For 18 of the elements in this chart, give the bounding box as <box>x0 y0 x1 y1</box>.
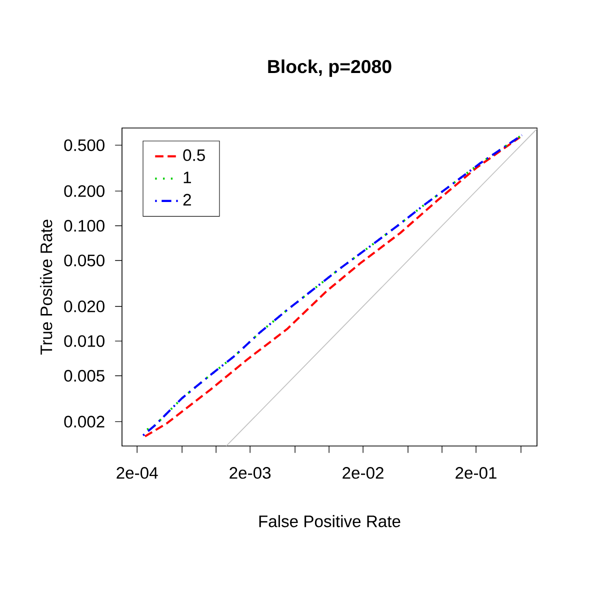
y-tick-label: 0.100 <box>64 220 104 232</box>
y-tick-label: 0.010 <box>64 335 104 347</box>
x-tick-label: 2e-01 <box>456 467 496 479</box>
x-tick-label: 2e-03 <box>230 467 271 479</box>
x-tick-label: 2e-04 <box>116 467 158 479</box>
y-tick-label: 0.002 <box>64 416 104 428</box>
x-tick-label: 2e-02 <box>342 467 384 479</box>
y-tick-label: 0.050 <box>64 254 104 266</box>
y-tick-label: 0.020 <box>64 300 104 312</box>
chart-title: Block, p=2080 <box>268 59 392 77</box>
y-tick-label: 0.200 <box>64 185 104 197</box>
legend-label: 1 <box>184 172 191 184</box>
legend-label: 2 <box>183 194 191 206</box>
y-tick-label: 0.005 <box>64 370 104 382</box>
y-tick-label: 0.500 <box>64 139 104 152</box>
legend-label: 0.5 <box>183 149 205 162</box>
y-axis-title: True Positive Rate <box>40 220 52 355</box>
x-axis-title: False Positive Rate <box>259 515 400 528</box>
